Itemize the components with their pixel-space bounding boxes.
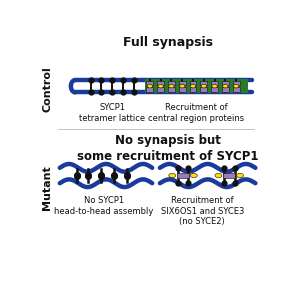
Bar [233,87,240,92]
Ellipse shape [147,85,153,88]
Ellipse shape [215,173,222,178]
Bar [211,87,218,92]
Bar [179,81,186,85]
Ellipse shape [212,85,217,88]
Bar [222,81,229,85]
Bar [211,81,218,85]
Ellipse shape [190,173,197,178]
Text: Mutant: Mutant [43,166,52,210]
Ellipse shape [169,85,174,88]
Bar [157,87,164,92]
Text: SYCP1
tetramer lattice: SYCP1 tetramer lattice [79,103,145,123]
Text: No SYCP1
head-to-head assembly: No SYCP1 head-to-head assembly [54,196,153,216]
Text: Recruitment of
SIX6OS1 and SYCE3
(no SYCE2): Recruitment of SIX6OS1 and SYCE3 (no SYC… [160,196,244,226]
Bar [168,87,175,92]
Bar [157,81,164,85]
Bar [177,173,189,178]
Ellipse shape [201,85,206,88]
Bar [200,81,207,85]
Text: Control: Control [43,66,52,112]
Ellipse shape [190,85,196,88]
Bar [233,81,240,85]
Bar [224,173,235,178]
Text: Full synapsis: Full synapsis [123,36,213,49]
Ellipse shape [233,85,239,88]
Bar [145,79,248,93]
Bar [146,87,153,92]
Ellipse shape [236,173,244,178]
Ellipse shape [158,85,164,88]
Text: Recruitment of
central region proteins: Recruitment of central region proteins [148,103,244,123]
Bar [190,81,196,85]
Bar [168,81,175,85]
Bar [179,87,186,92]
Ellipse shape [169,173,176,178]
Ellipse shape [179,85,185,88]
Bar [200,87,207,92]
Bar [222,87,229,92]
Text: No synapsis but
some recruitment of SYCP1: No synapsis but some recruitment of SYCP… [77,134,258,163]
Bar [146,81,153,85]
Bar [190,87,196,92]
Ellipse shape [223,85,228,88]
